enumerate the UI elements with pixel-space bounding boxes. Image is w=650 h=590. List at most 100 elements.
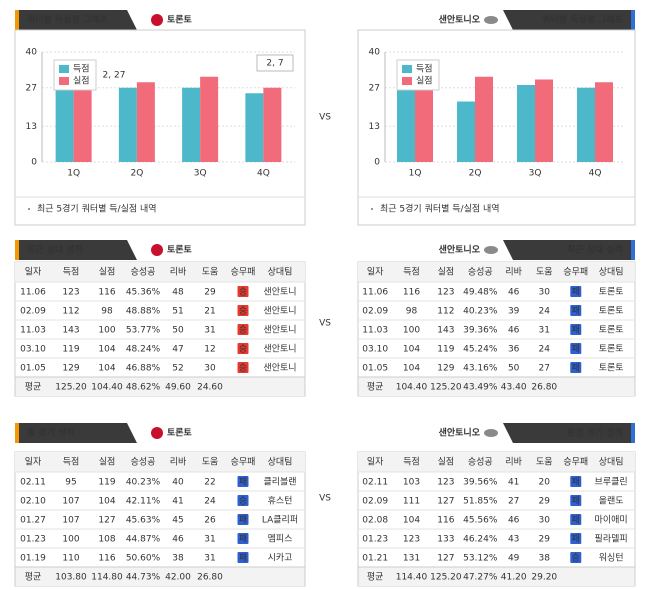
column-header: 리바	[170, 457, 187, 468]
header-accent	[15, 240, 19, 260]
result-text: 패	[239, 477, 247, 488]
column-header: 상대팀	[599, 266, 624, 278]
result-text: 승	[239, 344, 247, 355]
bar	[73, 85, 92, 162]
header-tab	[503, 240, 635, 260]
annotation-box	[256, 54, 294, 72]
table-cell: 휴스턴	[268, 496, 293, 507]
table-cell: 50.60%	[126, 554, 161, 564]
table-cell: 111	[403, 497, 420, 507]
table-cell: 38	[172, 554, 184, 564]
table-cell: 52	[172, 364, 183, 374]
result-text: 승	[239, 363, 247, 374]
table-cell: 03.10	[362, 345, 388, 355]
bar	[577, 87, 595, 162]
y-tick-label: 27	[26, 83, 37, 93]
result-text: 패	[572, 325, 580, 336]
header-accent	[631, 240, 635, 260]
table-cell: 02.08	[362, 516, 388, 526]
column-header: 승성공	[131, 457, 156, 468]
column-header: 도움	[536, 267, 553, 278]
result-text: 패	[572, 287, 580, 298]
header-accent	[15, 10, 19, 30]
table-cell: 45.24%	[463, 345, 498, 355]
column-header: 득점	[403, 456, 420, 468]
table-cell: 21	[204, 307, 215, 317]
table-frame	[357, 261, 636, 397]
team-name: 샌안토니오	[439, 244, 481, 256]
x-tick-label: 3Q	[529, 169, 542, 179]
table-cell: 100	[403, 326, 420, 336]
table-cell: 01.23	[20, 535, 46, 545]
table-cell: 48.24%	[126, 345, 161, 355]
average-cell: 42.00	[165, 573, 191, 583]
table-cell: 토론토	[599, 363, 624, 374]
table-cell: 22	[204, 478, 215, 488]
average-cell: 26.80	[197, 573, 223, 583]
average-cell: 125.20	[430, 383, 462, 393]
table-frame	[14, 451, 306, 587]
result-badge	[237, 552, 249, 563]
table-cell: 43	[508, 535, 519, 545]
table-cell: 119	[62, 345, 79, 355]
table-cell: 98	[101, 307, 113, 317]
average-cell: 평균	[367, 382, 384, 393]
legend-label: 실점	[73, 75, 90, 87]
average-cell: 평균	[367, 572, 384, 583]
x-tick-label: 2Q	[469, 169, 482, 179]
table-cell: 01.23	[362, 535, 388, 545]
result-text: 패	[572, 306, 580, 317]
team-logo	[484, 246, 498, 254]
table-cell: 107	[62, 516, 79, 526]
column-header: 실점	[438, 456, 455, 468]
annotation: 2, 27	[103, 71, 126, 81]
vs-label: VS	[319, 319, 331, 329]
table-cell: 45.56%	[463, 516, 498, 526]
table-cell: 53.12%	[463, 554, 498, 564]
team-logo	[151, 14, 163, 26]
column-header: 득점	[63, 266, 80, 278]
team-name: 토론토	[167, 245, 193, 256]
team-name: 토론토	[167, 15, 193, 26]
table-cell: 51.85%	[463, 497, 498, 507]
table-cell: 100	[62, 535, 79, 545]
result-text: 패	[239, 534, 247, 545]
header-tab	[15, 240, 137, 260]
average-row-bg	[358, 567, 635, 586]
table-cell: 45.63%	[126, 516, 161, 526]
section-title: 홈 경기 성적	[27, 427, 75, 439]
bar	[200, 76, 219, 162]
table-cell: 133	[437, 535, 454, 545]
column-header: 일자	[367, 267, 384, 278]
table-cell: 43.16%	[463, 364, 498, 374]
table-cell: 104	[403, 345, 420, 355]
table-cell: 31	[204, 554, 215, 564]
header-tab	[15, 423, 137, 443]
result-text: 승	[572, 553, 580, 564]
table-cell: 02.09	[20, 307, 46, 317]
table-cell: 46	[172, 535, 184, 545]
table-cell: 123	[62, 288, 79, 298]
section-title: 쿼터별 득실점 그래프	[542, 14, 624, 26]
legend-label: 실점	[416, 75, 433, 87]
table-cell: 46	[508, 516, 520, 526]
result-badge	[237, 495, 249, 506]
table-cell: 41	[172, 497, 183, 507]
bar	[535, 79, 553, 162]
table-cell: 02.11	[362, 478, 388, 488]
bar	[517, 85, 535, 162]
average-cell: 44.73%	[126, 573, 161, 583]
table-cell: 31	[539, 326, 550, 336]
header-accent	[631, 423, 635, 443]
table-cell: 112	[437, 307, 454, 317]
column-header: 일자	[25, 267, 42, 278]
table-cell: 100	[98, 326, 115, 336]
result-badge	[570, 552, 582, 563]
table-cell: 11.03	[362, 326, 388, 336]
table-cell: 103	[403, 478, 420, 488]
column-header: 상대팀	[268, 456, 293, 468]
table-cell: 123	[437, 478, 454, 488]
legend-swatch	[402, 77, 412, 85]
table-cell: 110	[62, 554, 79, 564]
bar	[595, 82, 613, 162]
